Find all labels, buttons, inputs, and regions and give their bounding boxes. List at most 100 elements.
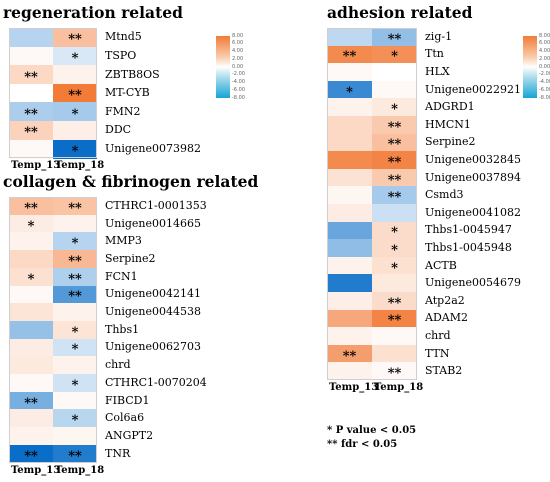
heatmap-cell	[9, 232, 53, 251]
gene-label: Serpine2	[425, 135, 476, 149]
gene-label: HLX	[425, 65, 450, 78]
legend-p-value: * P value < 0.05	[327, 425, 417, 436]
heatmap-cell	[9, 250, 53, 269]
significance-mark: **	[387, 190, 402, 206]
significance-mark: **	[387, 31, 402, 47]
significance-mark: *	[71, 377, 79, 393]
colorbar-tick-label: -4.00	[232, 79, 245, 85]
heatmap-cell	[9, 83, 53, 103]
significance-mark: *	[391, 49, 398, 65]
column-label: Temp_13	[329, 382, 379, 393]
colorbar	[523, 36, 537, 98]
heatmap-cell	[327, 168, 372, 187]
colorbar-tick-label: -2.00	[539, 71, 550, 78]
gene-label: CTHRC1-0070204	[105, 375, 207, 389]
gene-label: Unigene0037894	[425, 170, 522, 184]
significance-mark: **	[24, 448, 38, 464]
heatmap-cell	[9, 391, 53, 410]
heatmap-cell	[9, 427, 53, 446]
heatmap-cell	[9, 338, 53, 357]
significance-mark: *	[71, 324, 79, 340]
significance-mark: **	[68, 200, 82, 216]
heatmap-cell	[9, 28, 53, 48]
heatmap-cell	[327, 221, 372, 240]
colorbar-tick-label: 6.00	[539, 40, 550, 47]
colorbar-tick-label: 2.00	[232, 55, 244, 62]
gene-label: TTN	[425, 346, 450, 360]
heatmap-cell	[53, 250, 97, 269]
heatmap-cell	[372, 221, 417, 240]
heatmap-cell	[9, 356, 53, 375]
heatmap-cell	[9, 267, 53, 286]
significance-mark: **	[342, 348, 357, 364]
panel-title: regeneration related	[3, 3, 183, 22]
heatmap-cell	[372, 344, 417, 363]
column-label: Temp_13	[11, 464, 61, 476]
colorbar-tick-label: -6.00	[539, 86, 550, 93]
heatmap-cell	[372, 80, 417, 99]
heatmap-cell	[327, 63, 372, 82]
significance-mark: *	[346, 84, 353, 100]
significance-mark: **	[24, 395, 38, 411]
significance-mark: *	[71, 236, 79, 252]
heatmap-cell	[327, 274, 372, 293]
heatmap-cell	[9, 139, 53, 159]
heatmap-cell	[372, 256, 417, 275]
gene-label: Unigene0062703	[105, 340, 202, 354]
heatmap-cell	[327, 204, 372, 223]
heatmap-cell	[372, 274, 417, 293]
significance-mark: **	[68, 88, 82, 104]
significance-mark: **	[24, 125, 38, 141]
heatmap-cell	[53, 374, 97, 393]
gene-label: zig-1	[425, 29, 453, 43]
gene-label: Ttn	[425, 47, 444, 61]
colorbar-tick-label: -2.00	[232, 71, 245, 78]
heatmap-cell	[372, 151, 417, 170]
significance-mark: **	[387, 137, 402, 153]
significance-mark: *	[71, 413, 79, 429]
heatmap-cell	[9, 214, 53, 233]
gene-label: MMP3	[105, 234, 142, 248]
gene-label: DDC	[105, 123, 132, 137]
significance-mark: *	[71, 143, 79, 159]
significance-mark: **	[68, 289, 82, 305]
heatmap-cell	[53, 320, 97, 340]
significance-mark: *	[27, 271, 35, 287]
heatmap-cell	[53, 303, 97, 322]
significance-mark: *	[27, 218, 35, 234]
gene-label: STAB2	[425, 364, 463, 378]
gene-label: ADGRD1	[425, 100, 475, 114]
heatmap-cell	[372, 204, 417, 223]
heatmap-cell	[53, 444, 97, 463]
column-label: Temp_18	[374, 382, 424, 393]
colorbar-tick-label: 8.00	[539, 32, 550, 39]
panel-title: adhesion related	[327, 3, 473, 22]
heatmap-cell	[327, 80, 372, 99]
colorbar-tick-label: 8.00	[232, 32, 244, 39]
heatmap-cell	[327, 292, 372, 311]
panel-title: collagen & fibrinogen related	[3, 172, 259, 191]
significance-mark: *	[391, 102, 398, 118]
heatmap-cell	[9, 409, 53, 428]
heatmap-cell	[9, 197, 53, 216]
heatmap-cell	[327, 98, 372, 117]
colorbar-tick-label: -6.00	[232, 86, 245, 93]
colorbar-tick-label: 4.00	[232, 48, 244, 54]
colorbar-tick-label: -8.00	[232, 94, 245, 101]
significance-mark: **	[387, 313, 402, 329]
column-label: Temp_18	[55, 160, 105, 172]
heatmap-cell	[53, 139, 97, 159]
heatmap-cell	[372, 63, 417, 82]
column-label: Temp_18	[55, 464, 105, 476]
significance-mark: **	[68, 448, 82, 464]
heatmap-cell	[327, 327, 372, 346]
gene-label: Unigene0041082	[425, 205, 522, 219]
significance-mark: *	[391, 260, 398, 276]
heatmap-cell	[53, 356, 97, 375]
heatmap-cell	[327, 186, 372, 205]
colorbar-tick-label: 0.00	[232, 63, 244, 70]
gene-label: Serpine2	[105, 251, 156, 265]
heatmap-cell	[327, 133, 372, 152]
significance-mark: **	[68, 253, 82, 269]
colorbar-tick-label: 0.00	[539, 63, 550, 70]
